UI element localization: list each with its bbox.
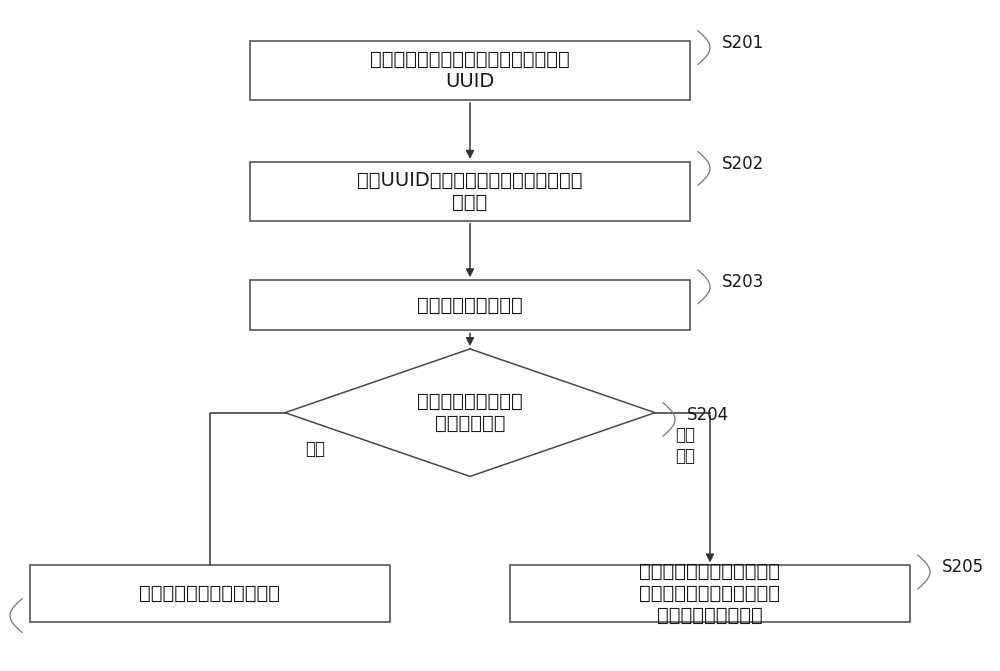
Text: S205: S205 xyxy=(942,558,984,576)
Text: 将指纹与预先保存的
指纹进行对比: 将指纹与预先保存的 指纹进行对比 xyxy=(417,392,523,433)
Polygon shape xyxy=(285,349,655,476)
Bar xyxy=(250,41,690,100)
Bar xyxy=(510,565,910,623)
Bar xyxy=(250,280,690,330)
Bar xyxy=(30,565,390,623)
Text: 大于
等于: 大于 等于 xyxy=(675,426,695,465)
Text: 依据UUID，与待解锁的汽车门锁建立蓝
牙连接: 依据UUID，与待解锁的汽车门锁建立蓝 牙连接 xyxy=(357,170,583,212)
Text: 移动终端接收带解锁的汽车门锁广播的
UUID: 移动终端接收带解锁的汽车门锁广播的 UUID xyxy=(370,50,570,91)
Text: S201: S201 xyxy=(722,34,764,52)
Text: S203: S203 xyxy=(722,273,764,291)
Text: 接收用户录入的指纹: 接收用户录入的指纹 xyxy=(417,296,523,315)
Text: 通过蓝牙连接，修改特性的
配置描述符，以打开或关闭
待解锁的汽车的门锁: 通过蓝牙连接，修改特性的 配置描述符，以打开或关闭 待解锁的汽车的门锁 xyxy=(640,562,780,625)
Bar xyxy=(250,162,690,221)
Text: S202: S202 xyxy=(722,155,764,172)
Text: 小于: 小于 xyxy=(305,440,325,458)
Text: S204: S204 xyxy=(687,406,729,423)
Text: 反馈鉴权失败的消息给用户: 反馈鉴权失败的消息给用户 xyxy=(140,584,280,603)
